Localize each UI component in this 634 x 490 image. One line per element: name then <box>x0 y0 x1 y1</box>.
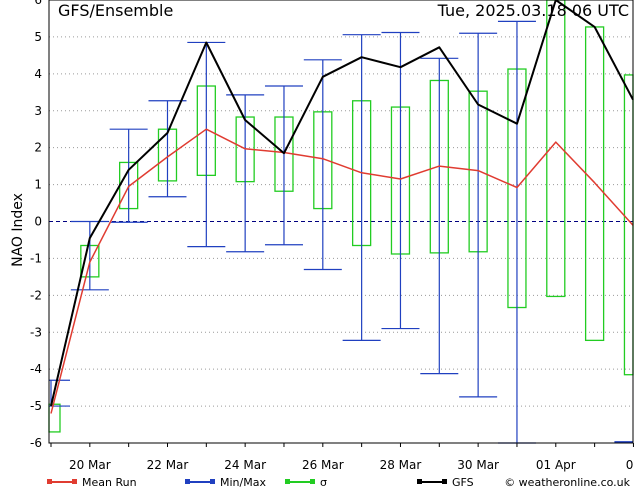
y-tick-label: 3 <box>34 104 42 118</box>
plot-frame <box>48 0 634 444</box>
run-timestamp: Tue, 2025.03.18 06 UTC <box>437 1 629 20</box>
y-tick-labels: -6 -5 -4 -3 -2 -1 0 1 2 3 4 5 6 <box>30 0 42 450</box>
grid <box>49 36 633 407</box>
y-tick-label: 6 <box>34 0 42 7</box>
y-axis-label: NAO Index <box>10 193 26 267</box>
gfs-line <box>50 0 634 407</box>
x-tick-label: 26 Mar <box>302 458 344 472</box>
x-tick-label: 22 Mar <box>147 458 189 472</box>
legend-label: GFS <box>452 476 474 489</box>
x-tick-label: 28 Mar <box>380 458 422 472</box>
y-tick-label: 1 <box>34 178 42 192</box>
y-tick-label: -6 <box>30 436 42 450</box>
y-tick-label: 5 <box>34 30 42 44</box>
legend-label: σ <box>320 476 327 489</box>
legend-swatch-min-max <box>185 479 215 484</box>
y-tick-label: -3 <box>30 325 42 339</box>
legend-item-mean-run: Mean Run <box>47 476 137 489</box>
sigma-box <box>48 403 61 433</box>
x-tick-label: 24 Mar <box>224 458 266 472</box>
minmax-whiskers <box>49 20 633 444</box>
x-tick-labels: 20 Mar 22 Mar 24 Mar 26 Mar 28 Mar 30 Mar 01 A… <box>50 443 634 472</box>
y-tick-label: -2 <box>30 288 42 302</box>
x-tick-label: 30 Mar <box>457 458 499 472</box>
x-tick-label: 20 Mar <box>69 458 111 472</box>
legend-item-min-max: Min/Max <box>185 476 266 489</box>
x-tick-label: 03 <box>626 458 634 472</box>
legend-item-sigma: σ <box>285 476 327 489</box>
legend-label: Mean Run <box>82 476 137 489</box>
legend-swatch-sigma <box>285 479 315 484</box>
legend: Mean Run Min/Max σ GFS © weatheronline.c… <box>0 474 634 490</box>
y-tick-label: 4 <box>34 67 42 81</box>
y-tick-label: -1 <box>30 251 42 265</box>
legend-label: Min/Max <box>220 476 266 489</box>
y-tick-label: 0 <box>34 215 42 229</box>
y-tick-label: -4 <box>30 362 42 376</box>
y-tick-label: 2 <box>34 141 42 155</box>
mean-run-line <box>50 128 634 414</box>
sigma-box <box>546 0 566 298</box>
nao-chart: -6 -5 -4 -3 -2 -1 0 1 2 3 4 5 6 20 Mar 22 Mar 24 Mar 26… <box>10 0 634 472</box>
legend-swatch-mean-run <box>47 479 77 484</box>
legend-item-gfs: GFS <box>417 476 474 489</box>
y-tick-label: -5 <box>30 399 42 413</box>
chart-title: GFS/Ensemble <box>58 1 173 20</box>
legend-swatch-gfs <box>417 479 447 484</box>
series-lines <box>50 0 634 414</box>
x-tick-label: 01 Apr <box>536 458 576 472</box>
sigma-boxes <box>48 0 634 433</box>
credit-text: © weatheronline.co.uk <box>504 476 630 489</box>
